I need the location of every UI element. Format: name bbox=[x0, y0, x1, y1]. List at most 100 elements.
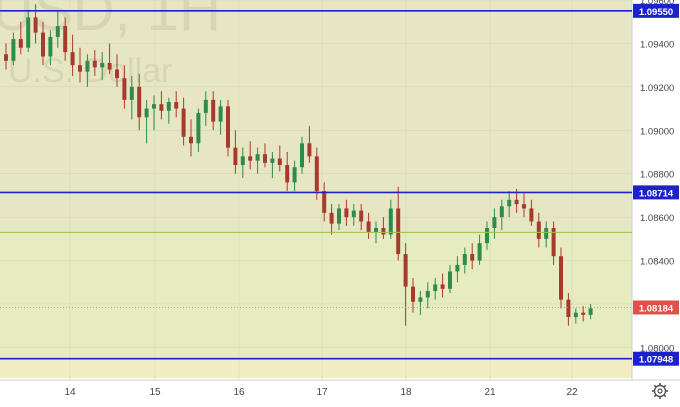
candle-body bbox=[440, 284, 445, 289]
candle-body bbox=[448, 271, 452, 289]
candle bbox=[11, 32, 16, 66]
candle-body bbox=[129, 86, 134, 100]
candle bbox=[470, 243, 475, 270]
candle bbox=[551, 221, 556, 265]
candle bbox=[381, 217, 386, 239]
candle-body bbox=[55, 26, 60, 37]
candle bbox=[344, 199, 349, 226]
candle bbox=[41, 21, 45, 66]
candle bbox=[189, 119, 193, 157]
watermark-symbol: USD, 1H bbox=[0, 0, 221, 43]
price-tick-label: 1.08400 bbox=[640, 257, 674, 268]
candle bbox=[359, 204, 364, 231]
candle bbox=[485, 221, 489, 250]
candle-body bbox=[211, 99, 216, 122]
price-tick-label: 1.09600 bbox=[640, 0, 674, 7]
candle bbox=[270, 152, 275, 179]
candle bbox=[181, 97, 186, 146]
candle bbox=[166, 97, 171, 124]
candle-body bbox=[248, 156, 253, 161]
price-tick-label: 1.09200 bbox=[640, 83, 674, 94]
candle bbox=[351, 204, 356, 226]
price-tick-label: 1.09000 bbox=[640, 126, 674, 137]
candle bbox=[418, 290, 423, 315]
candle bbox=[48, 30, 53, 66]
time-axis-background[interactable] bbox=[0, 380, 680, 402]
candle-body bbox=[144, 108, 149, 118]
candle-body bbox=[233, 147, 238, 166]
candle-body bbox=[499, 206, 504, 218]
candle-body bbox=[337, 208, 341, 224]
candle-body bbox=[70, 52, 75, 66]
candle bbox=[211, 91, 216, 131]
candle-body bbox=[18, 39, 23, 48]
price-tick-label: 1.08000 bbox=[640, 343, 674, 354]
candle bbox=[248, 141, 253, 170]
candle bbox=[78, 47, 82, 83]
candle bbox=[70, 34, 75, 76]
candle-body bbox=[588, 308, 593, 315]
horizontal-levels[interactable] bbox=[0, 10, 632, 360]
candle bbox=[285, 152, 290, 192]
candle-body bbox=[263, 154, 267, 163]
candle-body bbox=[455, 264, 460, 272]
candle-body bbox=[174, 102, 179, 109]
candle-body bbox=[433, 284, 438, 291]
candle-body bbox=[300, 143, 304, 168]
candle-body bbox=[48, 36, 53, 57]
candle-body bbox=[514, 199, 519, 205]
candle bbox=[559, 247, 563, 309]
candle bbox=[255, 147, 260, 174]
candle-body bbox=[33, 17, 38, 33]
candle-body bbox=[292, 167, 297, 183]
level-badge bbox=[633, 351, 679, 366]
time-axis-ticks: 14 15 16 17 18 21 22 bbox=[64, 387, 578, 398]
level-badge bbox=[633, 185, 679, 200]
candle bbox=[433, 277, 438, 300]
candle-body bbox=[344, 208, 349, 218]
candle bbox=[85, 54, 90, 87]
candle-body bbox=[78, 65, 82, 72]
candle-body bbox=[462, 254, 467, 265]
candle-body bbox=[255, 154, 260, 161]
candle-body bbox=[322, 191, 327, 213]
candle bbox=[440, 273, 445, 298]
candle-body bbox=[418, 297, 423, 302]
candle bbox=[115, 54, 119, 87]
candle bbox=[292, 160, 297, 192]
gear-icon[interactable] bbox=[652, 383, 668, 399]
candle bbox=[92, 49, 97, 76]
grid-lines bbox=[0, 0, 632, 380]
candle-body bbox=[4, 54, 8, 61]
candle bbox=[152, 95, 156, 131]
candle bbox=[226, 99, 230, 157]
candle-body bbox=[581, 312, 586, 315]
candle-body bbox=[573, 312, 578, 318]
candle-body bbox=[196, 112, 201, 144]
candle bbox=[366, 212, 371, 239]
candle bbox=[448, 264, 452, 294]
candle bbox=[277, 145, 282, 172]
candle-body bbox=[277, 158, 282, 166]
candle-body bbox=[485, 228, 489, 244]
candle bbox=[411, 277, 415, 313]
candle bbox=[107, 43, 112, 74]
time-tick-label: 17 bbox=[316, 387, 328, 398]
price-badges: 1.09550 1.08714 1.07948 1.08184 bbox=[633, 3, 679, 366]
plot-background-lower bbox=[0, 233, 632, 363]
candle bbox=[522, 193, 526, 218]
candle bbox=[462, 247, 467, 274]
candle-body bbox=[396, 208, 401, 255]
candle-body bbox=[536, 221, 541, 239]
price-tick-label: 1.09400 bbox=[640, 39, 674, 50]
plot-background-upper bbox=[0, 0, 632, 233]
time-tick-label: 18 bbox=[400, 387, 412, 398]
candle-body bbox=[226, 106, 230, 148]
candle bbox=[307, 125, 312, 163]
candle-body bbox=[381, 228, 386, 235]
time-tick-label: 14 bbox=[64, 387, 76, 398]
candle-body bbox=[425, 290, 430, 298]
candle-body bbox=[166, 102, 171, 111]
